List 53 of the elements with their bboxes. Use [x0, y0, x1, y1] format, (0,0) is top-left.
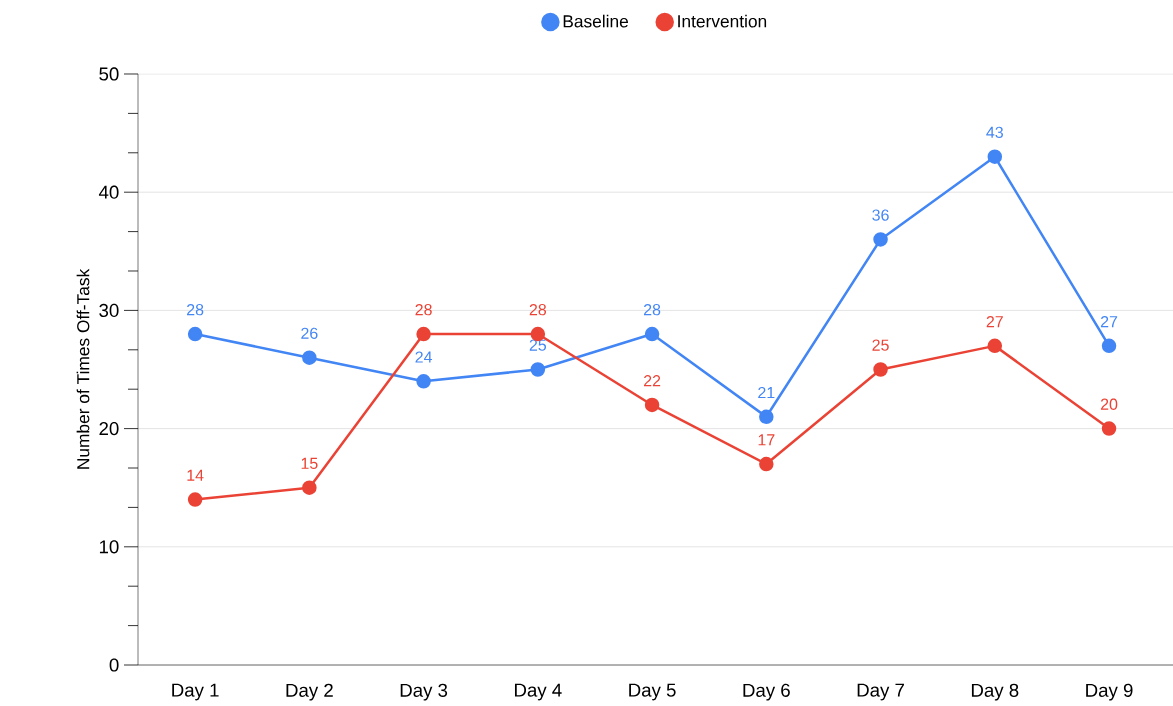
x-tick-label: Day 7 [857, 683, 904, 701]
point [759, 456, 774, 472]
data-label: 36 [872, 209, 889, 221]
point [1101, 421, 1117, 436]
data-label: 25 [872, 339, 889, 351]
data-label: 20 [1100, 398, 1118, 410]
data-label: 43 [986, 126, 1003, 139]
y-tick-label: 40 [98, 185, 119, 199]
point [187, 326, 203, 342]
data-label: 17 [758, 434, 775, 446]
x-tick-label: Day 2 [286, 683, 333, 701]
data-label: 22 [643, 375, 661, 387]
point [1101, 338, 1117, 354]
data-label: 28 [529, 304, 547, 316]
point [987, 149, 1003, 164]
data-label: 28 [187, 304, 204, 316]
data-label: 25 [529, 339, 547, 351]
y-tick-label: 10 [99, 540, 119, 554]
point [302, 480, 317, 495]
x-tick-label: Day 3 [400, 683, 448, 701]
x-tick-label: Day 9 [1086, 683, 1133, 701]
data-label: 27 [1100, 315, 1118, 328]
point [416, 326, 431, 342]
data-label: 14 [187, 469, 204, 481]
y-tick-label: 50 [99, 67, 119, 81]
point [873, 232, 888, 247]
data-label: 15 [301, 457, 318, 469]
x-tick-label: Day 5 [629, 683, 676, 701]
x-tick-label: Day 4 [514, 683, 562, 701]
point [644, 397, 660, 413]
legend-label: Baseline [563, 14, 629, 28]
point [187, 492, 203, 507]
point [302, 350, 317, 365]
point [416, 374, 431, 389]
x-tick-label: Day 8 [971, 683, 1019, 701]
legend-label: Intervention [678, 14, 767, 28]
data-label: 21 [758, 386, 775, 399]
data-label: 28 [643, 304, 661, 316]
data-label: 28 [415, 304, 432, 316]
point [873, 362, 888, 377]
point [644, 326, 660, 342]
data-label: 26 [301, 327, 318, 339]
point [530, 362, 546, 377]
point [987, 338, 1003, 354]
y-axis-title: Number of Times Off-Task [76, 268, 90, 469]
y-tick-label: 20 [99, 421, 119, 436]
data-label: 27 [986, 315, 1003, 328]
y-tick-label: 30 [99, 303, 119, 318]
x-tick-label: Day 1 [172, 683, 219, 701]
y-tick-label: 0 [109, 658, 119, 672]
point [759, 409, 774, 425]
x-tick-label: Day 6 [743, 683, 790, 701]
data-label: 24 [415, 351, 433, 363]
